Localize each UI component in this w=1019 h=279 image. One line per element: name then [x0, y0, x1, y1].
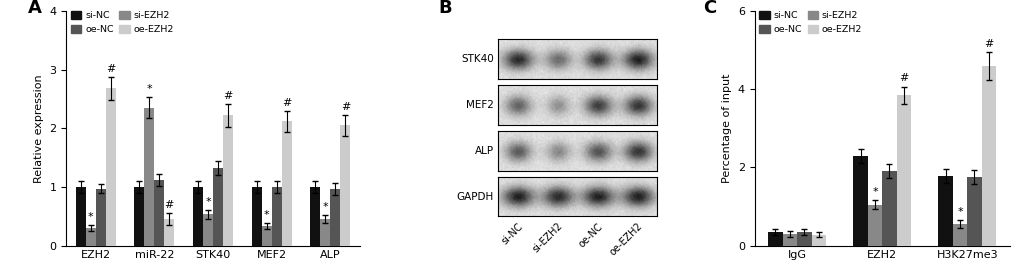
Text: *: * [88, 212, 94, 222]
Text: #: # [164, 200, 174, 210]
Y-axis label: Relative expression: Relative expression [34, 74, 44, 183]
Text: *: * [871, 187, 877, 197]
Bar [145, 108, 154, 246]
Bar [767, 232, 782, 246]
Text: #: # [223, 91, 232, 101]
Text: *: * [147, 84, 152, 94]
Bar [937, 176, 952, 246]
Text: #: # [983, 39, 993, 49]
Bar [782, 234, 797, 246]
Text: oe-NC: oe-NC [576, 221, 604, 249]
Text: si-NC: si-NC [499, 221, 525, 246]
Bar [310, 187, 320, 246]
Bar [106, 88, 115, 246]
Bar [135, 187, 145, 246]
Bar [896, 95, 910, 246]
Bar [853, 157, 867, 246]
Text: oe-EZH2: oe-EZH2 [607, 221, 644, 258]
Text: #: # [106, 64, 115, 74]
Y-axis label: Percentage of input: Percentage of input [721, 74, 732, 183]
Bar [881, 171, 896, 246]
Text: *: * [322, 202, 328, 212]
Legend: si-NC, oe-NC, si-EZH2, oe-EZH2: si-NC, oe-NC, si-EZH2, oe-EZH2 [71, 11, 174, 34]
Bar [330, 189, 340, 246]
Bar [966, 177, 980, 246]
Bar [164, 219, 174, 246]
Bar [203, 215, 213, 246]
Text: *: * [956, 207, 962, 217]
Bar [867, 205, 881, 246]
Bar [340, 126, 351, 246]
Text: *: * [264, 210, 269, 220]
Text: STK40: STK40 [461, 54, 493, 64]
Bar [86, 228, 96, 246]
Legend: si-NC, oe-NC, si-EZH2, oe-EZH2: si-NC, oe-NC, si-EZH2, oe-EZH2 [758, 11, 861, 34]
Bar [75, 187, 86, 246]
Bar [980, 66, 996, 246]
Text: A: A [29, 0, 42, 18]
Bar [952, 224, 966, 246]
Text: #: # [899, 73, 908, 83]
Text: MEF2: MEF2 [466, 100, 493, 110]
Text: GAPDH: GAPDH [457, 192, 493, 202]
Bar [213, 168, 223, 246]
Bar [811, 235, 825, 246]
Bar [223, 116, 232, 246]
Text: ALP: ALP [474, 146, 493, 156]
Bar [154, 180, 164, 246]
Bar [271, 187, 281, 246]
Text: B: B [438, 0, 452, 18]
Bar [193, 187, 203, 246]
Text: C: C [703, 0, 716, 18]
Bar [96, 189, 106, 246]
Bar [320, 219, 330, 246]
Text: si-EZH2: si-EZH2 [531, 221, 565, 255]
Text: *: * [205, 198, 211, 208]
Bar [262, 226, 271, 246]
Text: #: # [340, 102, 350, 112]
Bar [281, 121, 291, 246]
Bar [797, 232, 811, 246]
Bar [252, 187, 262, 246]
Text: #: # [281, 98, 291, 108]
